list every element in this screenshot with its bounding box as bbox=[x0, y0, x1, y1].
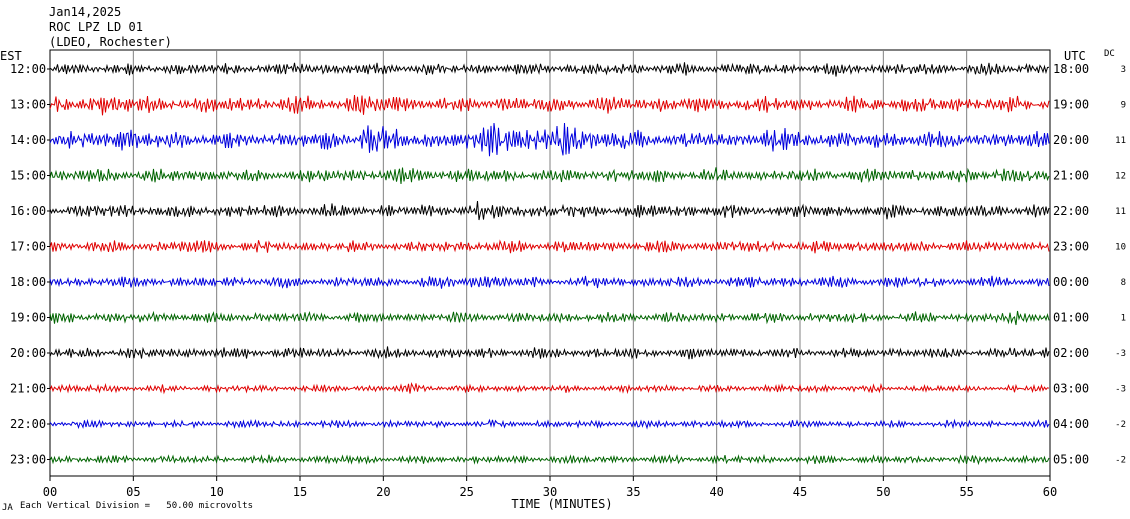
dc-offset-value: -2 bbox=[1115, 456, 1126, 466]
x-tick-label: 50 bbox=[876, 485, 890, 499]
est-hour-label: 15:00 bbox=[10, 169, 46, 183]
x-tick-label: 25 bbox=[459, 485, 473, 499]
seismic-trace-2100 bbox=[49, 382, 1050, 395]
trace-group bbox=[49, 62, 1050, 466]
utc-hour-label: 19:00 bbox=[1053, 98, 1089, 112]
seismic-trace-1500 bbox=[49, 167, 1050, 184]
row-labels: 12:00 18:00 3 13:00 19:00 9 14:00 20:00 11 15:00 2… bbox=[10, 62, 1126, 467]
utc-hour-label: 01:00 bbox=[1053, 311, 1089, 325]
dc-offset-value: 11 bbox=[1115, 136, 1126, 146]
seismic-trace-2200 bbox=[49, 418, 1050, 430]
est-hour-label: 19:00 bbox=[10, 311, 46, 325]
utc-hour-label: 20:00 bbox=[1053, 133, 1089, 147]
x-tick-label: 60 bbox=[1043, 485, 1057, 499]
header-network: (LDEO, Rochester) bbox=[49, 35, 172, 49]
dc-offset-value: 11 bbox=[1115, 207, 1126, 217]
x-tick-label: 35 bbox=[626, 485, 640, 499]
seismic-trace-2300 bbox=[49, 453, 1050, 466]
right-timezone-label: UTC bbox=[1064, 49, 1086, 63]
est-hour-label: 16:00 bbox=[10, 204, 46, 218]
dc-offset-value: -3 bbox=[1115, 385, 1126, 395]
header-station: ROC LPZ LD 01 bbox=[49, 20, 143, 34]
seismic-trace-1400 bbox=[49, 122, 1050, 157]
est-hour-label: 21:00 bbox=[10, 382, 46, 396]
x-tick-label: 00 bbox=[43, 485, 57, 499]
dc-offset-value: 10 bbox=[1115, 243, 1126, 253]
est-hour-label: 13:00 bbox=[10, 98, 46, 112]
seismic-trace-1900 bbox=[49, 310, 1050, 326]
x-axis: 00 05 10 15 20 25 30 35 40 45 50 55 60 bbox=[43, 476, 1057, 499]
footer-scale-note: Each Vertical Division = 50.00 microvolt… bbox=[20, 501, 253, 511]
x-tick-label: 10 bbox=[209, 485, 223, 499]
dc-offset-value: -2 bbox=[1115, 420, 1126, 430]
x-tick-label: 15 bbox=[293, 485, 307, 499]
utc-hour-label: 18:00 bbox=[1053, 62, 1089, 76]
seismic-trace-1800 bbox=[49, 275, 1050, 289]
time-grid bbox=[49, 49, 1051, 477]
seismic-trace-1700 bbox=[49, 239, 1050, 254]
seismic-trace-1300 bbox=[49, 94, 1050, 116]
utc-hour-label: 00:00 bbox=[1053, 275, 1089, 289]
utc-hour-label: 02:00 bbox=[1053, 346, 1089, 360]
utc-hour-label: 21:00 bbox=[1053, 169, 1089, 183]
utc-hour-label: 03:00 bbox=[1053, 382, 1089, 396]
utc-hour-label: 05:00 bbox=[1053, 453, 1089, 467]
seismic-trace-1600 bbox=[49, 201, 1050, 221]
dc-header: DC bbox=[1104, 49, 1115, 59]
x-tick-label: 20 bbox=[376, 485, 390, 499]
x-tick-label: 05 bbox=[126, 485, 140, 499]
est-hour-label: 12:00 bbox=[10, 62, 46, 76]
utc-hour-label: 23:00 bbox=[1053, 240, 1089, 254]
left-timezone-label: EST bbox=[0, 49, 22, 63]
header-date: Jan14,2025 bbox=[49, 5, 121, 19]
dc-offset-value: 1 bbox=[1121, 314, 1126, 324]
dc-offset-value: -3 bbox=[1115, 349, 1126, 359]
footer-corner: JA bbox=[2, 503, 13, 513]
est-hour-label: 14:00 bbox=[10, 133, 46, 147]
x-tick-label: 55 bbox=[959, 485, 973, 499]
est-hour-label: 22:00 bbox=[10, 417, 46, 431]
seismic-trace-2000 bbox=[49, 346, 1050, 360]
est-hour-label: 18:00 bbox=[10, 275, 46, 289]
seismic-trace-1200 bbox=[49, 62, 1050, 77]
dc-offset-value: 3 bbox=[1121, 65, 1126, 75]
x-axis-title: TIME (MINUTES) bbox=[511, 497, 612, 511]
x-tick-label: 45 bbox=[793, 485, 807, 499]
x-tick-label: 40 bbox=[709, 485, 723, 499]
est-hour-label: 20:00 bbox=[10, 346, 46, 360]
utc-hour-label: 22:00 bbox=[1053, 204, 1089, 218]
dc-offset-value: 9 bbox=[1121, 101, 1126, 111]
dc-offset-value: 12 bbox=[1115, 172, 1126, 182]
dc-offset-value: 8 bbox=[1121, 278, 1126, 288]
est-hour-label: 23:00 bbox=[10, 453, 46, 467]
x-tick-label: 30 bbox=[543, 485, 557, 499]
est-hour-label: 17:00 bbox=[10, 240, 46, 254]
utc-hour-label: 04:00 bbox=[1053, 417, 1089, 431]
